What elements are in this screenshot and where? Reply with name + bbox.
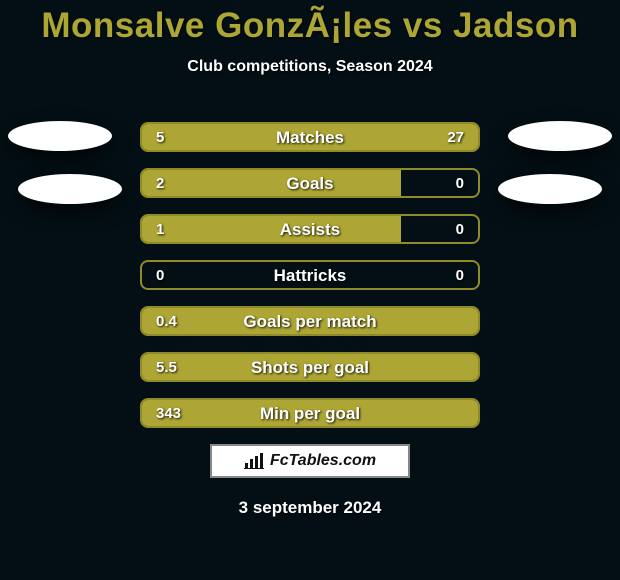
metric-row: 20Goals bbox=[140, 168, 480, 198]
metric-fill-right bbox=[196, 124, 478, 150]
metric-value-right: 0 bbox=[442, 216, 478, 242]
metric-fill-left bbox=[142, 124, 196, 150]
metric-row: 5.5Shots per goal bbox=[140, 352, 480, 382]
branding-badge: FcTables.com bbox=[210, 444, 410, 478]
player-left-photo-2 bbox=[18, 174, 122, 204]
metric-value-right: 0 bbox=[442, 262, 478, 288]
metric-fill-left bbox=[142, 308, 478, 334]
date-text: 3 september 2024 bbox=[0, 498, 620, 518]
metric-value-right: 0 bbox=[442, 170, 478, 196]
player-right-photo-1 bbox=[508, 121, 612, 151]
page-title: Monsalve GonzÃ¡les vs Jadson bbox=[0, 0, 620, 46]
metric-fill-left bbox=[142, 216, 401, 242]
branding-text: FcTables.com bbox=[270, 452, 376, 470]
metric-row: 10Assists bbox=[140, 214, 480, 244]
metric-value-left: 0 bbox=[142, 262, 178, 288]
metric-fill-left bbox=[142, 354, 478, 380]
metric-row: 0.4Goals per match bbox=[140, 306, 480, 336]
metrics-bars: 527Matches20Goals10Assists00Hattricks0.4… bbox=[140, 122, 480, 444]
metric-fill-left bbox=[142, 400, 478, 426]
player-right-photo-2 bbox=[498, 174, 602, 204]
bar-chart-icon bbox=[244, 453, 264, 469]
metric-fill-left bbox=[142, 170, 401, 196]
metric-row: 527Matches bbox=[140, 122, 480, 152]
metric-row: 343Min per goal bbox=[140, 398, 480, 428]
player-left-photo-1 bbox=[8, 121, 112, 151]
metric-label: Hattricks bbox=[142, 262, 478, 288]
metric-row: 0 0Hattricks bbox=[140, 260, 480, 290]
page-subtitle: Club competitions, Season 2024 bbox=[0, 58, 620, 76]
comparison-infographic: Monsalve GonzÃ¡les vs Jadson Club compet… bbox=[0, 0, 620, 580]
